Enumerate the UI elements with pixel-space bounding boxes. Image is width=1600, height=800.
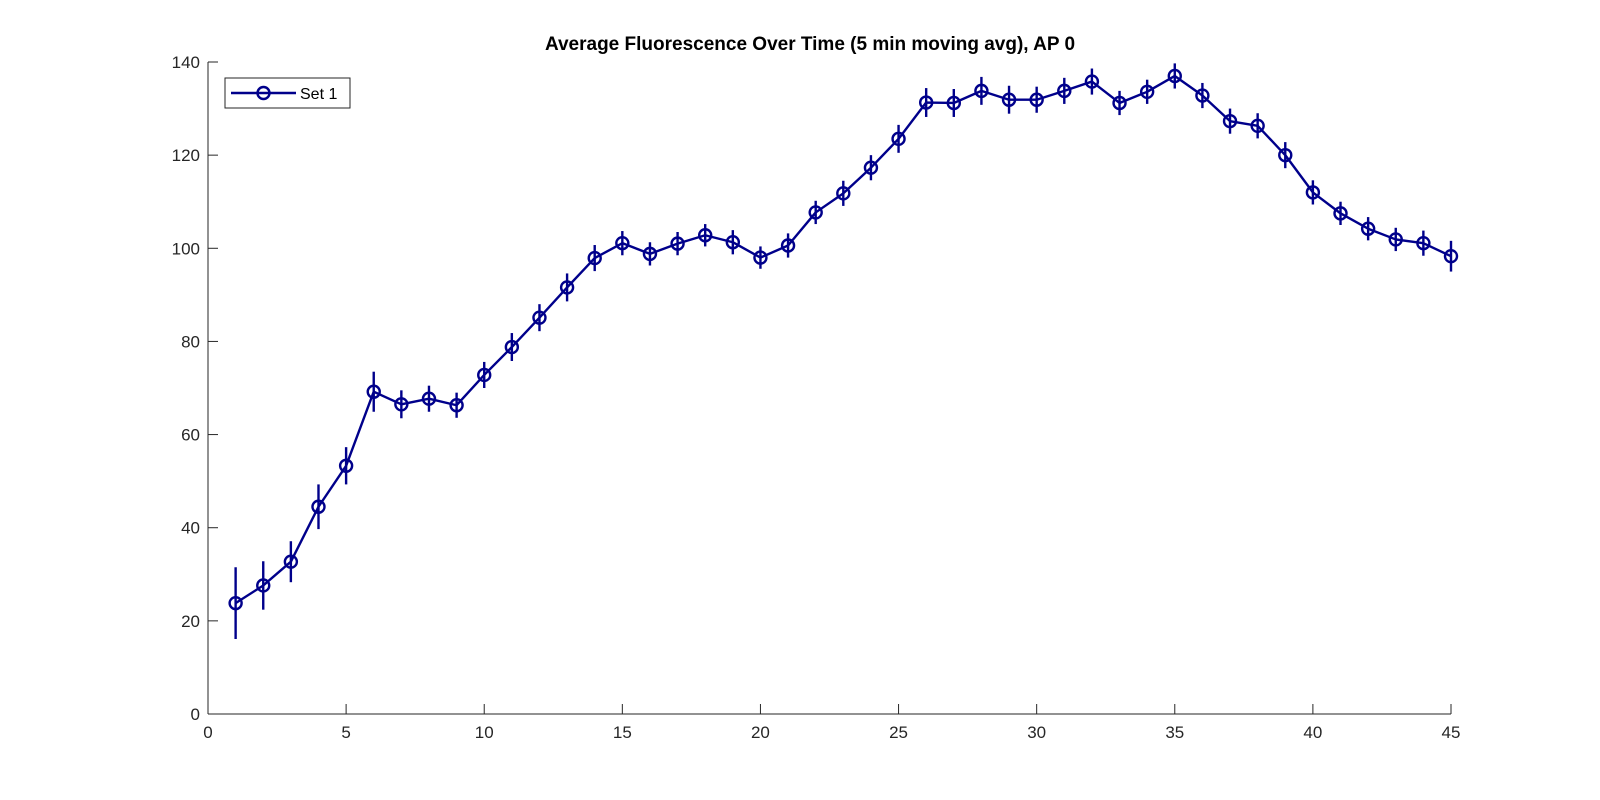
x-tick-label: 30 bbox=[1027, 723, 1046, 742]
data-point bbox=[642, 246, 658, 262]
y-tick-label: 0 bbox=[191, 705, 200, 724]
y-tick-label: 100 bbox=[172, 239, 200, 258]
x-tick-label: 10 bbox=[475, 723, 494, 742]
data-point bbox=[808, 205, 823, 220]
data-point bbox=[1250, 118, 1265, 134]
data-point bbox=[283, 554, 299, 569]
data-point bbox=[256, 578, 271, 593]
data-point bbox=[1416, 235, 1431, 251]
data-point bbox=[1112, 95, 1127, 111]
data-point bbox=[421, 391, 437, 406]
data-point bbox=[863, 160, 879, 175]
data-point bbox=[1084, 74, 1100, 89]
data-point bbox=[1305, 185, 1321, 200]
data-point bbox=[891, 131, 906, 147]
data-point bbox=[559, 280, 575, 295]
legend-label-set-1: Set 1 bbox=[300, 86, 337, 103]
data-point bbox=[946, 95, 961, 111]
x-tick-label: 25 bbox=[889, 723, 908, 742]
y-tick-label: 140 bbox=[172, 53, 200, 72]
legend: Set 1 bbox=[224, 77, 351, 109]
data-point bbox=[1388, 232, 1403, 247]
data-point bbox=[753, 250, 768, 265]
y-tick-label: 120 bbox=[172, 146, 200, 165]
data-point bbox=[1057, 83, 1072, 99]
data-point bbox=[504, 339, 520, 355]
y-tick-label: 60 bbox=[181, 426, 200, 445]
x-tick-label: 0 bbox=[203, 723, 212, 742]
data-point bbox=[1195, 88, 1210, 103]
data-point bbox=[338, 458, 354, 473]
x-tick-label: 15 bbox=[613, 723, 632, 742]
data-point bbox=[1278, 147, 1293, 163]
legend-marker-circle bbox=[256, 85, 271, 101]
data-point bbox=[587, 250, 602, 266]
data-point bbox=[780, 238, 796, 253]
x-tick-label: 45 bbox=[1442, 723, 1461, 742]
data-point bbox=[1167, 68, 1182, 84]
data-point bbox=[615, 235, 630, 251]
x-tick-label: 40 bbox=[1303, 723, 1322, 742]
x-tick-label: 35 bbox=[1165, 723, 1184, 742]
data-point bbox=[836, 186, 851, 201]
data-point bbox=[1222, 113, 1238, 129]
x-tick-label: 20 bbox=[751, 723, 770, 742]
x-tick-label: 5 bbox=[341, 723, 350, 742]
data-point bbox=[449, 398, 464, 413]
data-point bbox=[477, 367, 492, 383]
data-point bbox=[974, 83, 989, 99]
data-point bbox=[1443, 249, 1459, 264]
data-point bbox=[670, 236, 685, 251]
data-point bbox=[394, 397, 409, 412]
data-point bbox=[228, 595, 243, 611]
data-point bbox=[1001, 92, 1017, 107]
data-point bbox=[532, 310, 547, 325]
data-point bbox=[918, 95, 934, 110]
chart-title: Average Fluorescence Over Time (5 min mo… bbox=[545, 34, 1075, 55]
data-point bbox=[311, 499, 326, 514]
data-point bbox=[1029, 92, 1044, 107]
plot-axes: 0 5 10 15 20 25 30 35 40 45 0 20 40 60 80 100 120 140 bbox=[172, 53, 1461, 742]
y-tick-label: 40 bbox=[181, 519, 200, 538]
y-tick-label: 80 bbox=[181, 332, 200, 351]
y-tick-label: 20 bbox=[181, 612, 200, 631]
data-point bbox=[366, 384, 381, 399]
series-layer bbox=[228, 63, 1459, 640]
data-point bbox=[1360, 221, 1376, 236]
data-point bbox=[1333, 206, 1348, 221]
data-point bbox=[1139, 84, 1155, 100]
data-point bbox=[725, 235, 741, 250]
data-point bbox=[698, 228, 713, 243]
